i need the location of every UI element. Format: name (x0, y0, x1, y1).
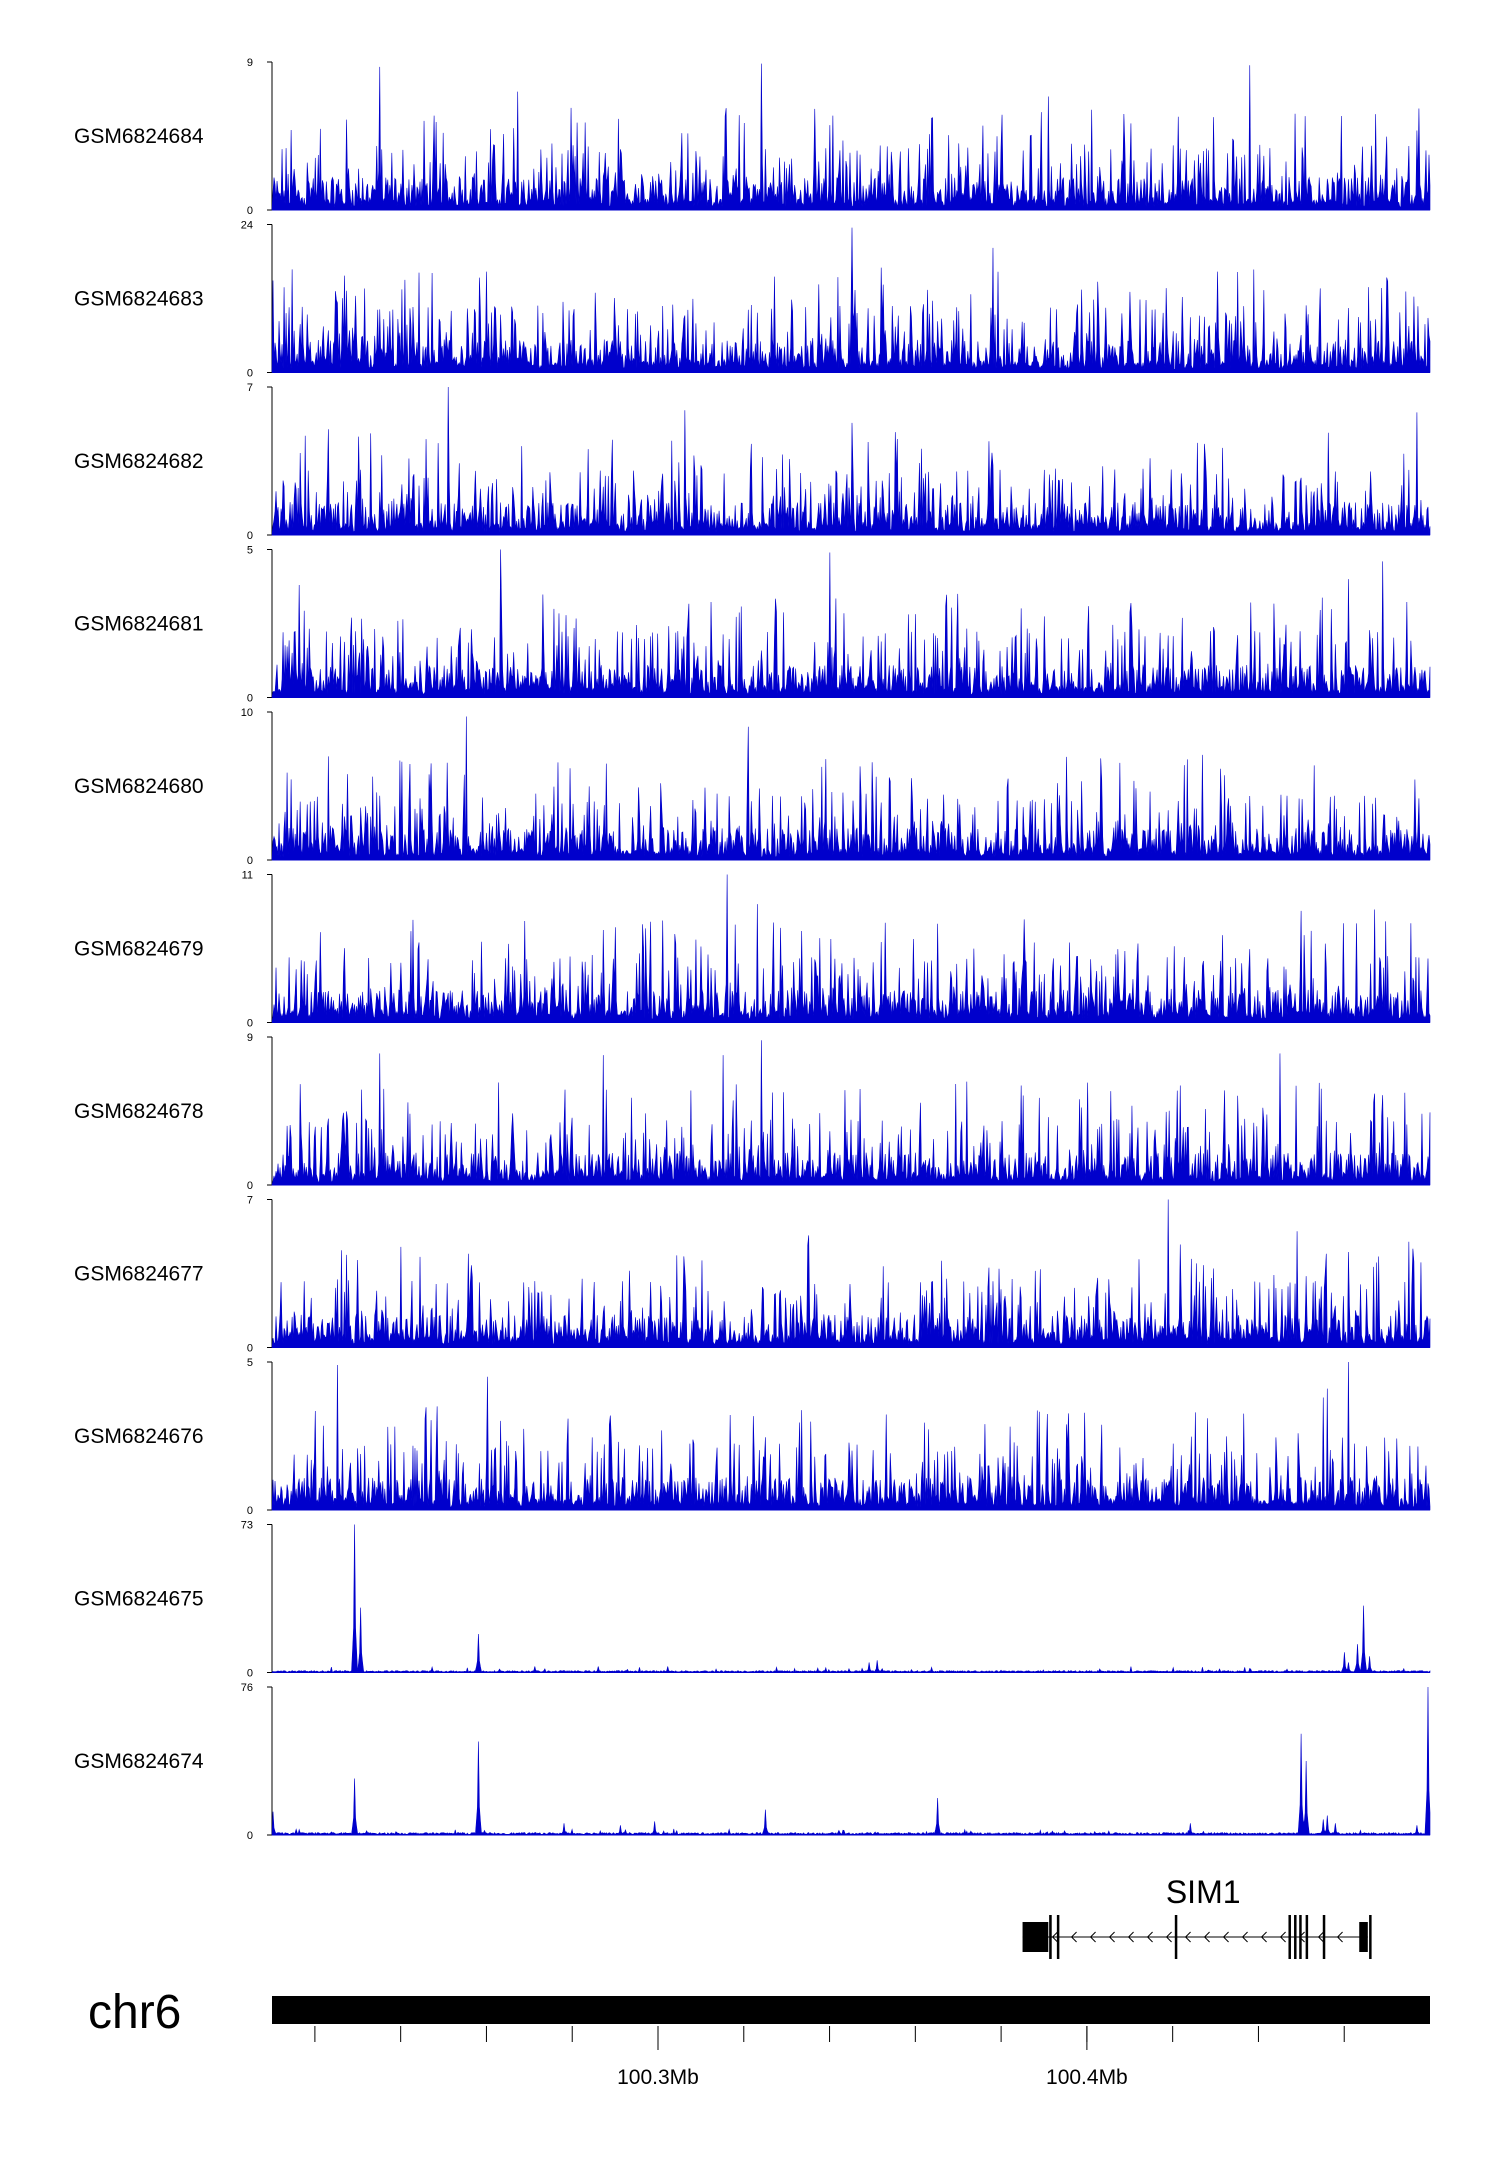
track-gsm6824674: GSM6824674 76 0 (74, 1682, 1431, 1842)
gene-exon (1056, 1915, 1060, 1959)
track-label: GSM6824683 (74, 288, 204, 311)
strand-arrow (1146, 1931, 1153, 1943)
gene-exon (1288, 1915, 1291, 1959)
x-axis: 100.3Mb 100.4Mb (314, 2026, 1345, 2089)
y-tick-label-max: 10 (241, 707, 253, 719)
y-tick-label-max: 9 (247, 57, 253, 69)
gene-annotation-track: SIM1 (1022, 1874, 1372, 1959)
signal-area (271, 1040, 1431, 1186)
track-gsm6824684: GSM6824684 9 0 (74, 57, 1431, 217)
signal-tracks: GSM682468490GSM6824683240GSM682468270GSM… (74, 57, 1431, 1842)
track-label: GSM6824681 (74, 613, 204, 636)
track-gsm6824680: GSM6824680 10 0 (74, 707, 1431, 867)
signal-area (271, 386, 1431, 536)
strand-arrow (1260, 1931, 1267, 1943)
track-gsm6824683: GSM6824683 24 0 (74, 220, 1431, 380)
track-label: GSM6824676 (74, 1425, 204, 1448)
chromosome-bar (272, 1996, 1430, 2024)
gene-exon (1369, 1915, 1372, 1959)
strand-arrow (1165, 1931, 1172, 1943)
x-tick-label: 100.4Mb (1046, 2066, 1128, 2089)
y-tick-label-max: 5 (247, 1357, 253, 1369)
gene-exon (1359, 1922, 1368, 1952)
signal-area (271, 1686, 1431, 1836)
y-tick-label-min: 0 (247, 1830, 253, 1842)
gene-exon (1049, 1915, 1052, 1959)
gene-exon (1294, 1915, 1297, 1959)
signal-area (271, 1361, 1431, 1511)
track-gsm6824678: GSM6824678 9 0 (74, 1032, 1431, 1192)
y-tick-label-min: 0 (247, 855, 253, 867)
track-label: GSM6824679 (74, 938, 204, 961)
strand-arrow (1222, 1931, 1229, 1943)
signal-area (271, 549, 1431, 698)
signal-area (271, 874, 1431, 1023)
strand-arrow (1089, 1931, 1096, 1943)
y-tick-label-min: 0 (247, 1018, 253, 1030)
y-tick-label-max: 5 (247, 545, 253, 557)
strand-arrow (1127, 1931, 1134, 1943)
signal-area (271, 716, 1431, 861)
track-label: GSM6824674 (74, 1750, 204, 1773)
strand-arrow (1317, 1931, 1324, 1943)
gene-label: SIM1 (1166, 1874, 1241, 1910)
y-tick-label-min: 0 (247, 1180, 253, 1192)
y-tick-label-min: 0 (247, 1505, 253, 1517)
y-tick-label-min: 0 (247, 1668, 253, 1680)
track-label: GSM6824678 (74, 1100, 204, 1123)
gene-exon (1299, 1915, 1302, 1959)
track-gsm6824682: GSM6824682 7 0 (74, 382, 1431, 542)
y-tick-label-min: 0 (247, 530, 253, 542)
track-label: GSM6824675 (74, 1588, 204, 1611)
y-tick-label-max: 24 (241, 220, 253, 232)
y-tick-label-min: 0 (247, 693, 253, 705)
gene-exon (1322, 1915, 1326, 1959)
strand-arrow (1279, 1931, 1286, 1943)
strand-arrow (1203, 1931, 1210, 1943)
track-gsm6824677: GSM6824677 7 0 (74, 1195, 1431, 1355)
y-tick-label-min: 0 (247, 205, 253, 217)
y-tick-label-min: 0 (247, 1343, 253, 1355)
strand-arrow (1070, 1931, 1077, 1943)
track-label: GSM6824682 (74, 450, 204, 473)
y-tick-label-max: 7 (247, 382, 253, 394)
track-gsm6824679: GSM6824679 11 0 (74, 870, 1431, 1030)
track-gsm6824675: GSM6824675 73 0 (74, 1520, 1431, 1680)
strand-arrow (1241, 1931, 1248, 1943)
y-tick-label-max: 11 (242, 870, 253, 882)
signal-area (271, 63, 1431, 211)
gene-exon (1305, 1915, 1309, 1959)
track-label: GSM6824680 (74, 775, 204, 798)
signal-area (271, 227, 1431, 373)
chromosome-ideogram: chr6 (88, 1986, 1430, 2039)
track-label: GSM6824684 (74, 125, 204, 148)
y-tick-label-max: 76 (241, 1682, 253, 1694)
y-tick-label-max: 9 (247, 1032, 253, 1044)
y-tick-label-min: 0 (247, 368, 253, 380)
strand-arrow (1108, 1931, 1115, 1943)
track-label: GSM6824677 (74, 1263, 204, 1286)
chromosome-label: chr6 (88, 1986, 181, 2039)
signal-area (271, 1524, 1431, 1673)
y-tick-label-max: 73 (241, 1520, 253, 1532)
strand-arrow (1051, 1931, 1058, 1943)
gene-exon (1174, 1915, 1178, 1959)
gene-exon (1022, 1922, 1049, 1952)
track-gsm6824676: GSM6824676 5 0 (74, 1357, 1431, 1517)
signal-area (271, 1199, 1431, 1348)
strand-arrow (1336, 1931, 1343, 1943)
track-gsm6824681: GSM6824681 5 0 (74, 545, 1431, 705)
y-tick-label-max: 7 (247, 1195, 253, 1207)
x-tick-label: 100.3Mb (617, 2066, 699, 2089)
strand-arrow (1184, 1931, 1191, 1943)
